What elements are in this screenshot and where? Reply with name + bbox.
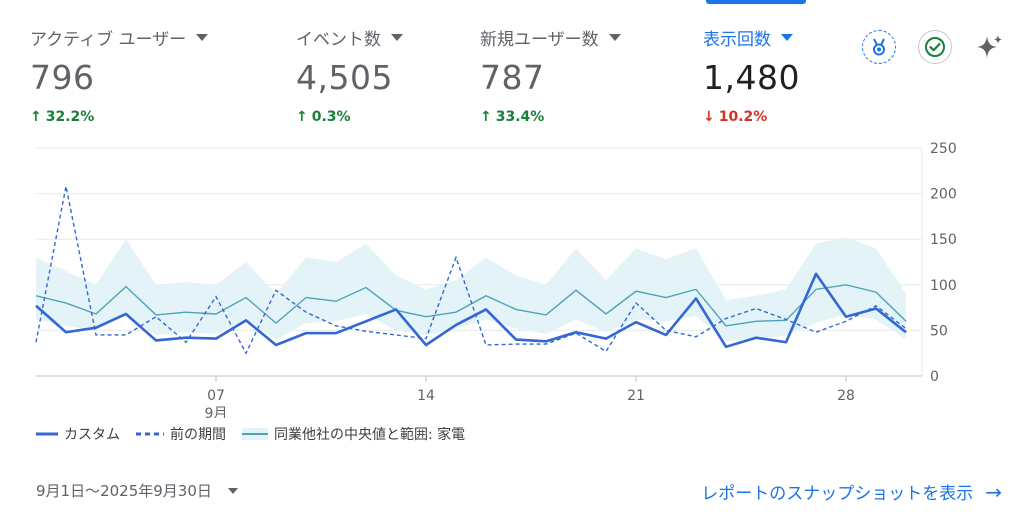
metric-title: 表示回数	[703, 29, 771, 50]
metric-title: 新規ユーザー数	[480, 29, 599, 50]
metric-value: 787	[480, 58, 545, 97]
metric-title: イベント数	[296, 29, 381, 50]
arrow-down-icon: ↓	[703, 109, 715, 125]
arrow-up-icon: ↑	[296, 109, 308, 125]
check-circle-icon[interactable]	[918, 30, 952, 64]
x-tick-label: 14	[417, 388, 435, 404]
arrow-up-icon: ↑	[30, 109, 42, 125]
benchmark-median-line	[35, 284, 907, 327]
medal-icon[interactable]	[862, 30, 896, 64]
y-tick-label: 50	[930, 323, 948, 339]
sparkle-icon[interactable]	[973, 30, 1007, 64]
legend-label: カスタム	[64, 427, 120, 443]
legend-item-custom[interactable]: カスタム	[36, 424, 120, 444]
x-tick-sublabel: 9月	[205, 406, 228, 418]
metric-active-users[interactable]: アクティブ ユーザー 796 ↑ 32.2%	[30, 24, 209, 126]
chevron-down-icon	[227, 487, 238, 494]
custom-series-line	[35, 272, 907, 349]
chevron-down-icon[interactable]	[196, 33, 209, 41]
x-tick-label: 07	[207, 388, 225, 404]
metric-change: ↑ 33.4%	[480, 108, 621, 126]
chevron-down-icon[interactable]	[608, 33, 621, 41]
legend-swatch-dashed	[136, 432, 164, 436]
chevron-down-icon[interactable]	[781, 33, 793, 41]
metric-new-users[interactable]: 新規ユーザー数 787 ↑ 33.4%	[480, 24, 621, 126]
legend-swatch-solid	[36, 432, 58, 436]
metric-value: 1,480	[703, 58, 800, 97]
legend-item-benchmark[interactable]: 同業他社の中央値と範囲: 家電	[242, 424, 465, 444]
metric-change: ↑ 0.3%	[296, 108, 403, 126]
y-tick-label: 250	[930, 141, 957, 157]
legend-item-previous[interactable]: 前の期間	[136, 424, 226, 444]
chevron-down-icon[interactable]	[391, 33, 403, 41]
metric-change-value: 0.3%	[311, 109, 351, 125]
x-tick-label: 28	[837, 388, 855, 404]
view-report-snapshot-link[interactable]: レポートのスナップショットを表示 →	[701, 479, 1002, 505]
metric-change: ↓ 10.2%	[703, 108, 800, 126]
legend-label: 同業他社の中央値と範囲: 家電	[274, 427, 466, 443]
metric-change-value: 10.2%	[718, 109, 768, 125]
chart-legend: カスタム 前の期間 同業他社の中央値と範囲: 家電	[36, 424, 481, 444]
date-range-selector[interactable]: 9月1日～2025年9月30日	[36, 480, 238, 501]
x-tick-label: 21	[627, 388, 645, 404]
metric-cards: アクティブ ユーザー 796 ↑ 32.2% イベント数 4,505 ↑ 0.3% …	[0, 24, 850, 134]
y-tick-label: 150	[930, 232, 957, 248]
metric-change-value: 33.4%	[495, 109, 545, 125]
metric-change-value: 32.2%	[45, 109, 95, 125]
legend-swatch-band	[242, 428, 268, 440]
y-tick-label: 200	[930, 187, 957, 203]
date-range-label: 9月1日～2025年9月30日	[36, 482, 212, 500]
selected-tab-indicator	[706, 0, 806, 4]
views-line-chart: 0 50 100 150 200 250 07 9月 14 21 28	[35, 141, 957, 418]
y-tick-label: 0	[930, 369, 939, 385]
metric-views[interactable]: 表示回数 1,480 ↓ 10.2%	[703, 24, 800, 126]
metric-value: 4,505	[296, 58, 393, 97]
metric-title: アクティブ ユーザー	[30, 29, 187, 50]
legend-label: 前の期間	[170, 427, 226, 443]
report-link-label: レポートのスナップショットを表示	[701, 484, 974, 504]
metric-change: ↑ 32.2%	[30, 108, 208, 126]
metric-value: 796	[30, 58, 95, 97]
benchmark-range-band	[36, 237, 906, 342]
arrow-right-icon: →	[985, 479, 1002, 504]
y-tick-label: 100	[930, 278, 957, 294]
metric-event-count[interactable]: イベント数 4,505 ↑ 0.3%	[296, 24, 403, 126]
arrow-up-icon: ↑	[480, 109, 492, 125]
